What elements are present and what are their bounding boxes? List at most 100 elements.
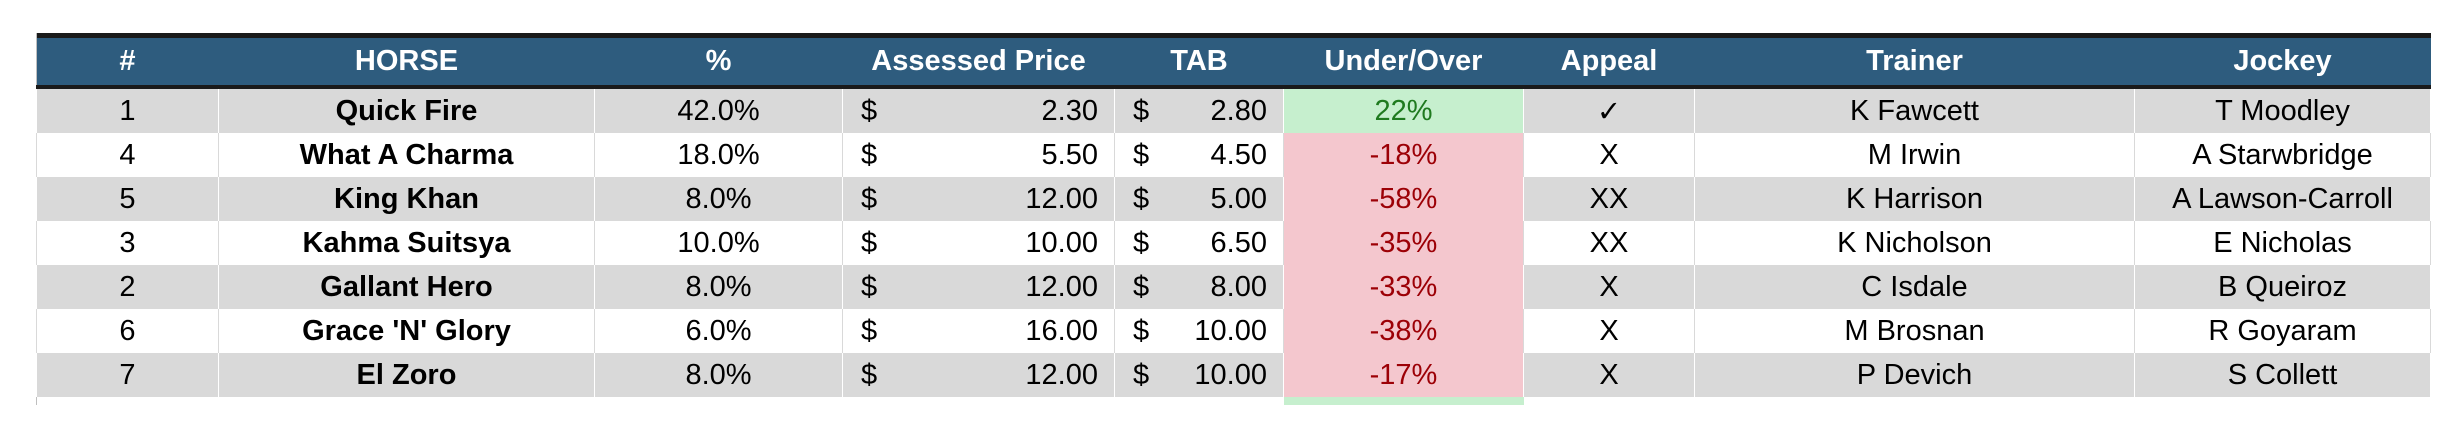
cell-assessed-price[interactable]: $12.00 bbox=[842, 265, 1115, 309]
cell-number[interactable]: 3 bbox=[36, 221, 219, 265]
race-table: # HORSE % Assessed Price TAB Under/Over … bbox=[36, 33, 2431, 405]
currency-symbol: $ bbox=[861, 183, 878, 215]
cell-horse[interactable]: King Khan bbox=[218, 177, 595, 221]
partial-cell bbox=[1114, 397, 1284, 405]
cell-under-over[interactable]: -33% bbox=[1283, 265, 1524, 309]
currency-symbol: $ bbox=[1133, 271, 1150, 303]
cell-under-over[interactable]: -58% bbox=[1283, 177, 1524, 221]
partial-cell bbox=[36, 397, 219, 405]
currency-symbol: $ bbox=[861, 359, 878, 391]
cell-trainer[interactable]: C Isdale bbox=[1694, 265, 2135, 309]
cell-jockey[interactable]: S Collett bbox=[2134, 353, 2431, 397]
cell-appeal[interactable]: XX bbox=[1523, 221, 1695, 265]
cell-trainer[interactable]: K Harrison bbox=[1694, 177, 2135, 221]
currency-symbol: $ bbox=[1133, 315, 1150, 347]
cell-tab[interactable]: $6.50 bbox=[1114, 221, 1284, 265]
currency-symbol: $ bbox=[861, 315, 878, 347]
header-appeal[interactable]: Appeal bbox=[1523, 33, 1695, 89]
header-tab[interactable]: TAB bbox=[1114, 33, 1284, 89]
cell-assessed-price-value: 5.50 bbox=[1041, 139, 1098, 171]
cell-horse[interactable]: Grace 'N' Glory bbox=[218, 309, 595, 353]
cell-tab[interactable]: $2.80 bbox=[1114, 87, 1284, 133]
cell-assessed-price[interactable]: $10.00 bbox=[842, 221, 1115, 265]
cell-jockey[interactable]: A Lawson-Carroll bbox=[2134, 177, 2431, 221]
cell-tab[interactable]: $10.00 bbox=[1114, 309, 1284, 353]
header-trainer[interactable]: Trainer bbox=[1694, 33, 2135, 89]
cell-jockey[interactable]: E Nicholas bbox=[2134, 221, 2431, 265]
cell-assessed-price-value: 16.00 bbox=[1025, 315, 1098, 347]
cell-assessed-price-value: 10.00 bbox=[1025, 227, 1098, 259]
header-horse[interactable]: HORSE bbox=[218, 33, 595, 89]
header-assessed-price[interactable]: Assessed Price bbox=[842, 33, 1115, 89]
cell-jockey[interactable]: T Moodley bbox=[2134, 87, 2431, 133]
cell-trainer[interactable]: M Brosnan bbox=[1694, 309, 2135, 353]
cell-jockey[interactable]: B Queiroz bbox=[2134, 265, 2431, 309]
cell-percent[interactable]: 8.0% bbox=[594, 177, 843, 221]
cell-tab-value: 6.50 bbox=[1210, 227, 1267, 259]
cell-horse[interactable]: What A Charma bbox=[218, 133, 595, 177]
cell-under-over[interactable]: -17% bbox=[1283, 353, 1524, 397]
cell-jockey[interactable]: R Goyaram bbox=[2134, 309, 2431, 353]
cell-percent[interactable]: 10.0% bbox=[594, 221, 843, 265]
cell-number[interactable]: 7 bbox=[36, 353, 219, 397]
cell-tab[interactable]: $8.00 bbox=[1114, 265, 1284, 309]
cell-appeal[interactable]: X bbox=[1523, 309, 1695, 353]
cell-number[interactable]: 1 bbox=[36, 87, 219, 133]
header-row: # HORSE % Assessed Price TAB Under/Over … bbox=[36, 33, 2431, 89]
table-row: 6 Grace 'N' Glory 6.0% $16.00 $10.00 -38% X M B… bbox=[36, 309, 2431, 353]
cell-horse[interactable]: Gallant Hero bbox=[218, 265, 595, 309]
partial-cell bbox=[842, 397, 1115, 405]
cell-appeal[interactable]: ✓ bbox=[1523, 87, 1695, 133]
cell-jockey[interactable]: A Starwbridge bbox=[2134, 133, 2431, 177]
spreadsheet: # HORSE % Assessed Price TAB Under/Over … bbox=[36, 33, 2431, 405]
partial-cell bbox=[218, 397, 595, 405]
cell-trainer[interactable]: M Irwin bbox=[1694, 133, 2135, 177]
cell-assessed-price[interactable]: $16.00 bbox=[842, 309, 1115, 353]
cell-horse[interactable]: El Zoro bbox=[218, 353, 595, 397]
partial-cell bbox=[1694, 397, 2135, 405]
cell-assessed-price[interactable]: $2.30 bbox=[842, 87, 1115, 133]
table-row: 7 El Zoro 8.0% $12.00 $10.00 -17% X P Devich S C… bbox=[36, 353, 2431, 397]
cell-tab-value: 10.00 bbox=[1194, 359, 1267, 391]
cell-percent[interactable]: 18.0% bbox=[594, 133, 843, 177]
cell-percent[interactable]: 8.0% bbox=[594, 353, 843, 397]
cell-under-over[interactable]: 22% bbox=[1283, 87, 1524, 133]
header-jockey[interactable]: Jockey bbox=[2134, 33, 2431, 89]
partial-cell bbox=[1523, 397, 1695, 405]
cell-appeal[interactable]: X bbox=[1523, 133, 1695, 177]
cell-appeal[interactable]: X bbox=[1523, 353, 1695, 397]
cell-under-over[interactable]: -18% bbox=[1283, 133, 1524, 177]
currency-symbol: $ bbox=[861, 271, 878, 303]
cell-assessed-price[interactable]: $12.00 bbox=[842, 177, 1115, 221]
cell-assessed-price[interactable]: $12.00 bbox=[842, 353, 1115, 397]
cell-appeal[interactable]: XX bbox=[1523, 177, 1695, 221]
currency-symbol: $ bbox=[1133, 95, 1150, 127]
cell-assessed-price[interactable]: $5.50 bbox=[842, 133, 1115, 177]
cell-number[interactable]: 2 bbox=[36, 265, 219, 309]
cell-percent[interactable]: 8.0% bbox=[594, 265, 843, 309]
cell-trainer[interactable]: K Fawcett bbox=[1694, 87, 2135, 133]
cell-horse[interactable]: Quick Fire bbox=[218, 87, 595, 133]
cell-number[interactable]: 5 bbox=[36, 177, 219, 221]
header-percent[interactable]: % bbox=[594, 33, 843, 89]
cell-number[interactable]: 4 bbox=[36, 133, 219, 177]
cell-horse[interactable]: Kahma Suitsya bbox=[218, 221, 595, 265]
cell-tab-value: 4.50 bbox=[1210, 139, 1267, 171]
currency-symbol: $ bbox=[861, 227, 878, 259]
cell-tab[interactable]: $4.50 bbox=[1114, 133, 1284, 177]
cell-tab[interactable]: $10.00 bbox=[1114, 353, 1284, 397]
cell-trainer[interactable]: K Nicholson bbox=[1694, 221, 2135, 265]
header-under-over[interactable]: Under/Over bbox=[1283, 33, 1524, 89]
cell-appeal[interactable]: X bbox=[1523, 265, 1695, 309]
cell-percent[interactable]: 42.0% bbox=[594, 87, 843, 133]
partial-under-over-cell bbox=[1283, 397, 1524, 405]
cell-trainer[interactable]: P Devich bbox=[1694, 353, 2135, 397]
header-num[interactable]: # bbox=[36, 33, 219, 89]
cell-under-over[interactable]: -38% bbox=[1283, 309, 1524, 353]
cell-number[interactable]: 6 bbox=[36, 309, 219, 353]
cell-under-over[interactable]: -35% bbox=[1283, 221, 1524, 265]
cell-percent[interactable]: 6.0% bbox=[594, 309, 843, 353]
cell-tab-value: 5.00 bbox=[1210, 183, 1267, 215]
cell-tab[interactable]: $5.00 bbox=[1114, 177, 1284, 221]
table-row: 4 What A Charma 18.0% $5.50 $4.50 -18% X M Irwi… bbox=[36, 133, 2431, 177]
